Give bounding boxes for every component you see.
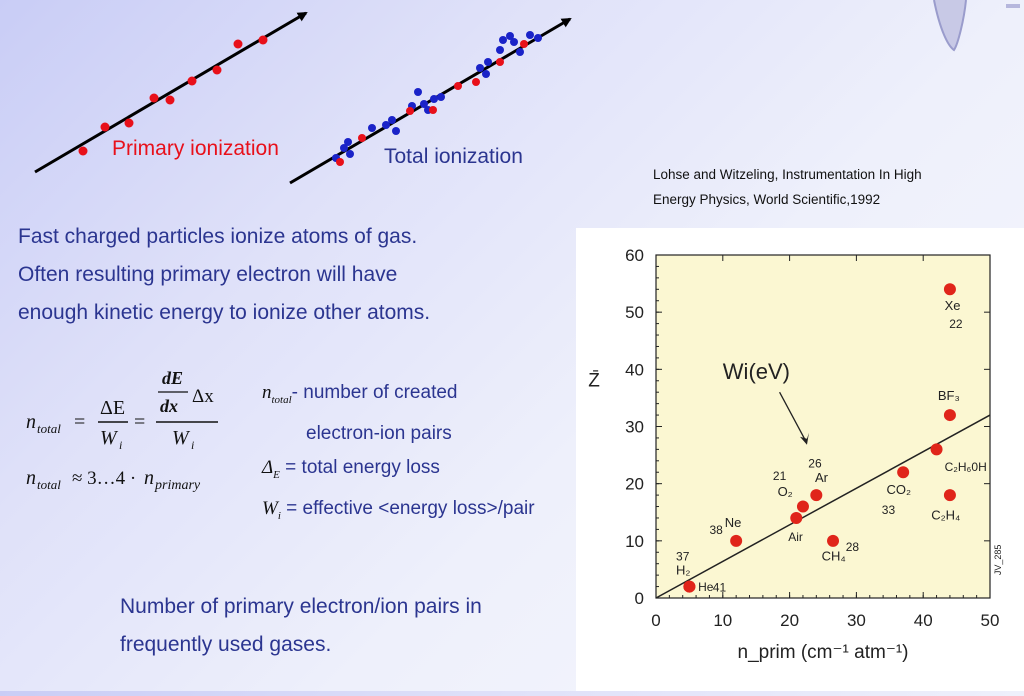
formula-definitions: ntotal- number of created electron-ion p…	[262, 376, 535, 532]
gas-label: H₂	[676, 563, 690, 578]
y-tick-label: 30	[625, 418, 644, 437]
data-point-co2	[897, 466, 910, 479]
figure-id-label: JV_285	[993, 545, 1003, 576]
gas-label: C₂H₆0H	[945, 460, 987, 474]
x-tick-label: 40	[914, 611, 933, 630]
reference-line-1: Lohse and Witzeling, Instrumentation In …	[653, 167, 922, 182]
y-tick-label: 50	[625, 303, 644, 322]
svg-text:dE: dE	[162, 368, 183, 388]
x-tick-label: 30	[847, 611, 866, 630]
definition-text: electron-ion pairs	[306, 422, 452, 444]
gas-label: Ne	[725, 515, 742, 530]
data-point-ne	[730, 534, 743, 547]
definition-text: = effective <energy loss>/pair	[286, 497, 535, 519]
y-tick-label: 10	[625, 532, 644, 551]
gas-label: Air	[788, 530, 803, 544]
wi-label: 21	[773, 469, 787, 483]
intro-line-1: Fast charged particles ionize atoms of g…	[18, 225, 418, 248]
svg-text:n: n	[26, 467, 36, 489]
reference-line-2: Energy Physics, World Scientific,1992	[653, 192, 881, 207]
chart-caption: Number of primary electron/ion pairs in …	[120, 588, 482, 664]
wi-label: 33	[882, 503, 896, 517]
definition-text: = total energy loss	[285, 456, 440, 478]
svg-text:=: =	[74, 411, 85, 433]
chart-panel: 0 10 20 30 40 50 0 10 20 30 40 50 60 n_prim (cm⁻¹ atm…	[576, 228, 1024, 691]
caption-line-1: Number of primary electron/ion pairs in	[120, 595, 482, 618]
definition-row: ΔE = total energy loss	[262, 456, 440, 481]
wi-annotation: Wi(eV)	[723, 359, 790, 384]
plot-area	[655, 254, 991, 599]
data-point-air	[790, 511, 803, 524]
x-tick-label: 20	[780, 611, 799, 630]
svg-text:total: total	[37, 421, 61, 436]
total-primary-dots	[336, 40, 528, 166]
corner-decoration	[933, 0, 1020, 52]
definition-text: - number of created	[291, 382, 458, 403]
x-tick-label: 0	[651, 611, 660, 630]
x-tick-label: 10	[713, 611, 732, 630]
svg-text:n: n	[144, 467, 154, 489]
annotation-arrow	[779, 391, 807, 442]
svg-text:Δx: Δx	[192, 386, 214, 407]
svg-text:i: i	[119, 438, 122, 452]
gas-label: He	[698, 580, 714, 594]
annotation-arrowhead	[799, 432, 809, 445]
wi-label: 28	[846, 540, 860, 554]
gas-label: Ar	[815, 470, 829, 485]
data-point-c2h6oh	[930, 443, 943, 456]
definition-row: Wi = effective <energy loss>/pair	[262, 497, 535, 522]
wi-label: 41	[713, 581, 727, 595]
gas-label: CO₂	[886, 482, 911, 497]
data-point-ar	[810, 489, 823, 502]
data-point-bf3	[943, 409, 956, 422]
ionization-diagram: Primary ionization Total ionization	[34, 11, 572, 185]
y-tick-label: 20	[625, 475, 644, 494]
data-point-xe	[943, 283, 956, 296]
definition-row: ntotal- number of created	[262, 382, 458, 406]
gas-label: C₂H₄	[931, 508, 960, 523]
secondary-ionization-dots	[332, 31, 542, 162]
x-tick-label: 50	[981, 611, 1000, 630]
svg-text:i: i	[191, 438, 194, 452]
gas-label: O₂	[778, 484, 793, 499]
caption-line-2: frequently used gases.	[120, 633, 332, 656]
data-point-ch4	[827, 534, 840, 547]
gas-label: Xe	[945, 298, 961, 313]
x-axis-label: n_prim (cm⁻¹ atm⁻¹)	[738, 642, 909, 663]
svg-text:=: =	[134, 411, 145, 433]
data-point-he	[683, 580, 696, 593]
y-tick-label: 0	[635, 589, 644, 608]
data-point-c2h4	[943, 489, 956, 502]
definition-row: electron-ion pairs	[262, 417, 535, 451]
wi-label: 37	[676, 549, 690, 563]
svg-text:total: total	[37, 477, 61, 492]
svg-text:≈ 3…4 ·: ≈ 3…4 ·	[72, 468, 136, 489]
svg-text:primary: primary	[154, 478, 201, 493]
reference-citation: Lohse and Witzeling, Instrumentation In …	[653, 162, 922, 212]
wi-label: 38	[709, 523, 723, 537]
intro-line-2: Often resulting primary electron will ha…	[18, 263, 398, 286]
gas-label: CH₄	[822, 548, 846, 563]
primary-ionization-label: Primary ionization	[112, 137, 279, 160]
y-axis-label: Z̄	[588, 370, 600, 391]
scatter-chart: 0 10 20 30 40 50 0 10 20 30 40 50 60 n_prim (cm⁻¹ atm…	[588, 246, 1003, 663]
svg-text:W: W	[100, 427, 119, 449]
total-ionization-label: Total ionization	[384, 145, 523, 168]
wi-label: 22	[949, 317, 963, 331]
intro-paragraph: Fast charged particles ionize atoms of g…	[18, 218, 578, 332]
y-tick-label: 40	[625, 360, 644, 379]
data-point-o2	[796, 500, 809, 513]
svg-text:W: W	[172, 427, 191, 449]
y-tick-label: 60	[625, 246, 644, 265]
formula-equations: n total = ΔE W i = dE dx Δx W i n total …	[26, 368, 218, 493]
primary-ionization-dots	[78, 35, 268, 156]
intro-line-3: enough kinetic energy to ionize other at…	[18, 301, 431, 324]
svg-text:ΔE: ΔE	[100, 397, 125, 419]
svg-text:n: n	[26, 411, 36, 433]
svg-text:dx: dx	[160, 396, 178, 416]
gas-label: BF₃	[938, 388, 960, 403]
wi-label: 26	[808, 457, 822, 471]
